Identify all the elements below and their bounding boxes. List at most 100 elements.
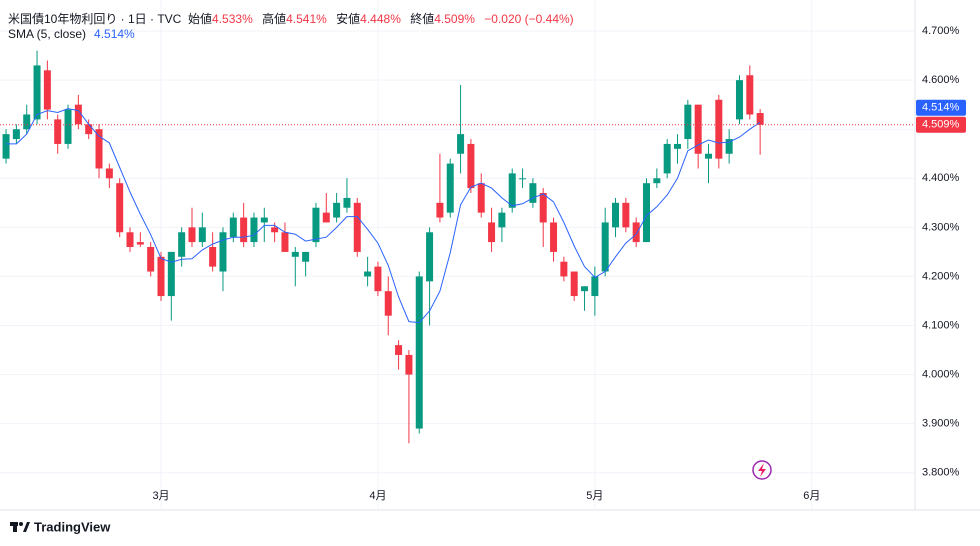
sma-badge — [916, 99, 966, 116]
x-tick-label: 5月 — [586, 490, 603, 502]
label: 高値 — [262, 12, 287, 26]
candle-body — [178, 232, 186, 257]
value: 4.448% — [360, 12, 401, 26]
candle-body — [95, 129, 103, 169]
candle-body — [322, 212, 330, 223]
y-tick-label: 4.400% — [922, 172, 960, 184]
candle-body — [477, 183, 485, 213]
candle-body — [715, 99, 723, 159]
candle-body — [725, 139, 733, 154]
candle-body — [508, 173, 516, 208]
candle-body — [539, 193, 547, 223]
candle-body — [663, 143, 671, 174]
candle-body — [467, 143, 475, 189]
candle-body — [756, 113, 764, 125]
price-badge-label: 4.509% — [922, 119, 960, 131]
candle-body — [364, 271, 372, 277]
y-tick-label: 4.600% — [922, 74, 960, 86]
sma-line — [6, 108, 761, 324]
y-tick-label: 4.100% — [922, 319, 960, 331]
candle-body — [498, 212, 506, 228]
background-layer: 3.800% 3.900% 4.000% 4.100% 4.200% 4.300% 4.40… — [0, 0, 980, 511]
candle-body — [23, 114, 31, 130]
x-tick-label: 3月 — [152, 490, 169, 502]
candle-body — [570, 271, 578, 297]
candle-body — [446, 163, 454, 213]
candle-body — [64, 109, 72, 144]
y-tick-label: 4.200% — [922, 270, 960, 282]
candle-body — [33, 65, 41, 120]
candle-body — [457, 134, 465, 154]
candle-body — [209, 246, 217, 267]
candle-body — [395, 345, 403, 355]
candle-body — [488, 222, 496, 243]
candle-body — [643, 183, 651, 243]
y-tick-label: 4.300% — [922, 221, 960, 233]
candle-body — [333, 202, 341, 218]
y-tick-label: 3.800% — [922, 467, 960, 479]
candle-body — [54, 119, 62, 144]
candle-body — [560, 261, 568, 277]
price-badge — [916, 116, 966, 133]
x-tick-label: 4月 — [369, 490, 386, 502]
y-tick-label: 3.900% — [922, 418, 960, 430]
y-tick-label: 4.000% — [922, 368, 960, 380]
candle-body — [674, 143, 681, 149]
candle-body — [694, 104, 702, 154]
candle-body — [229, 217, 237, 238]
value: 4.541% — [286, 12, 327, 26]
candle-body — [746, 75, 754, 115]
candle-body — [126, 232, 134, 247]
candle-body — [622, 202, 630, 228]
candle-body — [312, 207, 320, 243]
candle-body — [188, 227, 196, 243]
candle-body — [684, 104, 692, 140]
candle-body — [281, 232, 289, 252]
candle-body — [601, 222, 609, 272]
candle-body — [105, 168, 113, 179]
candle-body — [519, 178, 527, 180]
candle-body — [12, 129, 20, 140]
candle-body — [735, 80, 743, 120]
candle-body — [302, 251, 310, 262]
candle-body — [85, 124, 93, 135]
candle-body — [353, 202, 361, 252]
candle-body — [136, 242, 144, 245]
candle-body — [529, 183, 537, 203]
symbol-title: 米国債10年物利回り · 1日 · TVC — [8, 12, 182, 26]
candle-body — [653, 178, 661, 184]
x-tick-label: 6月 — [803, 490, 820, 502]
indicator-name: SMA (5, close) — [8, 27, 87, 41]
candle-body — [343, 197, 351, 208]
candle-body — [240, 217, 248, 243]
indicator-value: 4.514% — [94, 27, 135, 41]
y-tick-label: 4.700% — [922, 25, 960, 37]
candle-body — [147, 246, 155, 272]
candle-body — [43, 70, 51, 110]
label: 始値 — [188, 12, 213, 26]
candle-body — [167, 251, 175, 297]
candle-body — [426, 232, 434, 282]
candle-body — [219, 232, 227, 272]
candle-body — [581, 286, 589, 292]
candle-body — [612, 202, 620, 228]
header-line: 米国債10年物利回り · 1日 · TVC 始値4.533% 高値4.541% … — [8, 10, 580, 27]
change: −0.020 (−0.44%) — [484, 12, 574, 26]
candle-body — [374, 266, 382, 292]
candle-body — [436, 202, 444, 218]
candle-body — [415, 276, 423, 429]
candle-body — [591, 276, 599, 297]
label: 安値 — [336, 12, 361, 26]
indicator-line: SMA (5, close) 4.514% — [8, 27, 135, 41]
candle-body — [250, 217, 258, 243]
candle-body — [384, 291, 392, 316]
label: 終値 — [410, 12, 435, 26]
candle-body — [2, 134, 10, 159]
candle-body — [271, 227, 279, 233]
candle-body — [632, 222, 640, 243]
candle-body — [74, 104, 82, 125]
candle-body — [291, 251, 299, 257]
candle-body — [260, 217, 268, 223]
